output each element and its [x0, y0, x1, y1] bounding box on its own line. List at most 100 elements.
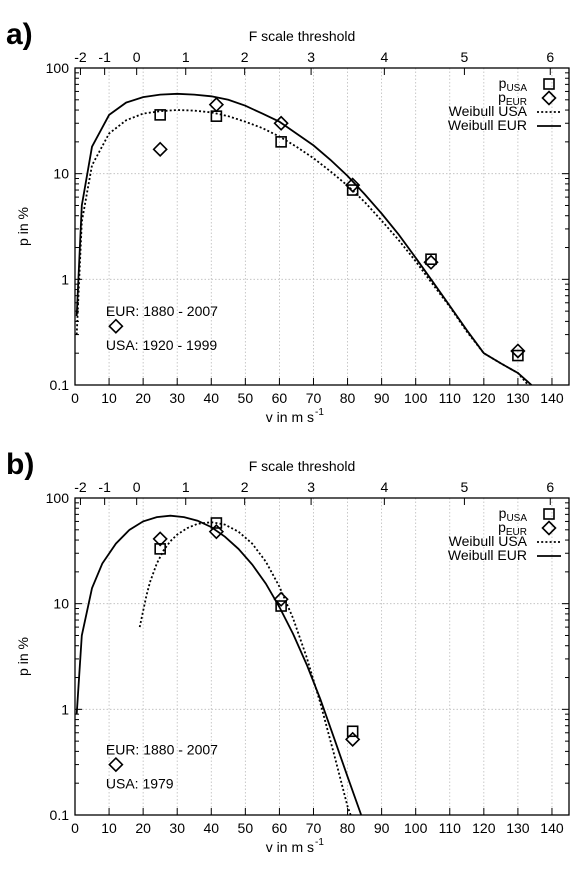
legend-label: pEUR	[498, 519, 527, 538]
legend-label-main: p	[498, 89, 506, 105]
top-tick-label: 0	[133, 49, 141, 65]
x-tick-label: 80	[340, 390, 356, 406]
x-tick-label: 40	[203, 390, 219, 406]
data-point-usa	[154, 543, 166, 555]
annotation-diamond-marker	[108, 756, 124, 773]
legend-label-subscript: USA	[506, 83, 527, 94]
annotation-diamond-marker	[108, 318, 124, 334]
panel-label: b)	[6, 448, 34, 481]
top-tick-label: 6	[546, 479, 554, 495]
x-tick-label: 40	[203, 820, 219, 836]
x-tick-label: 0	[71, 390, 79, 406]
x-axis-title-superscript: -1	[315, 407, 324, 418]
x-tick-label: 50	[238, 390, 254, 406]
top-tick-label: 4	[380, 479, 388, 495]
top-tick-label: 5	[461, 49, 469, 65]
y-tick-label: 100	[46, 490, 70, 506]
top-tick-label: 2	[241, 49, 249, 65]
legend-label: pEUR	[498, 89, 527, 108]
x-tick-label: 80	[340, 820, 356, 836]
top-tick-label: 1	[182, 479, 190, 495]
x-axis-title-superscript: -1	[315, 837, 324, 848]
legend-label-main: p	[499, 75, 507, 91]
legend-square-marker	[543, 508, 555, 520]
top-tick-label: -2	[74, 479, 87, 495]
x-tick-label: 50	[238, 820, 254, 836]
x-tick-label: 70	[306, 820, 322, 836]
data-point-eur	[273, 115, 289, 131]
y-axis-title: p in %	[15, 637, 31, 676]
y-tick-label: 100	[46, 60, 70, 76]
x-axis-title: v in m s	[266, 839, 314, 855]
data-point-eur	[273, 591, 289, 607]
data-point-eur	[345, 177, 361, 193]
x-tick-label: 10	[101, 390, 117, 406]
data-point-usa	[275, 600, 287, 612]
x-tick-label: 120	[472, 820, 496, 836]
x-tick-label: 60	[272, 390, 288, 406]
legend-diamond-marker	[541, 520, 557, 536]
x-tick-label: 140	[540, 390, 564, 406]
panel-label: a)	[6, 18, 33, 51]
x-tick-label: 70	[306, 390, 322, 406]
legend-diamond-marker	[541, 90, 557, 106]
x-tick-label: 60	[272, 820, 288, 836]
y-tick-label: 0.1	[50, 377, 70, 393]
y-tick-label: 10	[53, 596, 69, 612]
data-point-eur	[423, 254, 439, 270]
data-point-usa	[346, 725, 359, 738]
weibull-eur-curve	[75, 514, 363, 815]
data-point-eur	[208, 524, 225, 540]
plot-frame	[74, 497, 570, 816]
top-tick-label: -1	[98, 49, 111, 65]
x-tick-label: 110	[439, 390, 462, 406]
legend-label: pUSA	[499, 75, 528, 94]
y-tick-label: 10	[53, 166, 69, 182]
data-point-usa	[210, 517, 223, 529]
panel-a: 0 10 20 30 40 50 60 70 80 90 100 110 120 130 1400.1110…	[6, 18, 570, 425]
annotation-usa-period: USA: 1920 - 1999	[106, 337, 218, 353]
x-tick-label: 90	[374, 820, 390, 836]
data-point-usa	[512, 349, 524, 362]
x-tick-label: 140	[540, 820, 564, 836]
top-tick-label: 3	[307, 49, 315, 65]
x-tick-label: 30	[169, 820, 185, 836]
annotation-usa-period: USA: 1979	[106, 776, 174, 792]
x-tick-label: 120	[472, 390, 496, 406]
legend-label: Weibull EUR	[448, 547, 527, 563]
top-tick-label: 3	[307, 479, 315, 495]
x-tick-label: 20	[135, 390, 151, 406]
top-tick-label: 0	[133, 479, 141, 495]
top-tick-label: 5	[461, 479, 469, 495]
data-point-eur	[152, 141, 168, 157]
top-axis-title: F scale threshold	[249, 28, 356, 44]
legend-label-subscript: EUR	[506, 97, 527, 108]
x-tick-label: 130	[506, 390, 530, 406]
annotation-eur-period: EUR: 1880 - 2007	[106, 742, 218, 758]
x-tick-label: 100	[404, 390, 428, 406]
plot-frame	[74, 67, 570, 386]
legend-label-subscript: EUR	[506, 527, 527, 538]
x-tick-label: 90	[374, 390, 390, 406]
x-tick-label: 110	[439, 820, 462, 836]
data-point-eur	[510, 343, 526, 359]
legend-label: Weibull USA	[449, 533, 528, 549]
x-tick-label: 20	[135, 820, 151, 836]
data-point-eur	[208, 97, 225, 113]
top-tick-label: -2	[74, 49, 87, 65]
top-axis-title: F scale threshold	[249, 458, 356, 474]
top-tick-label: 1	[182, 49, 190, 65]
x-tick-label: 30	[169, 390, 185, 406]
legend-square-marker	[543, 78, 555, 90]
panel-b: 0 10 20 30 40 50 60 70 80 90 100 110 120 130 1400.1110…	[6, 448, 570, 855]
data-point-usa	[346, 184, 359, 196]
annotation-eur-period: EUR: 1880 - 2007	[106, 303, 218, 319]
legend-label-main: p	[499, 505, 507, 521]
legend-label: Weibull USA	[449, 103, 528, 119]
plot-area	[75, 514, 363, 815]
top-tick-label: -1	[98, 479, 111, 495]
weibull-eur-curve	[75, 92, 533, 385]
legend-label-subscript: USA	[506, 513, 527, 524]
